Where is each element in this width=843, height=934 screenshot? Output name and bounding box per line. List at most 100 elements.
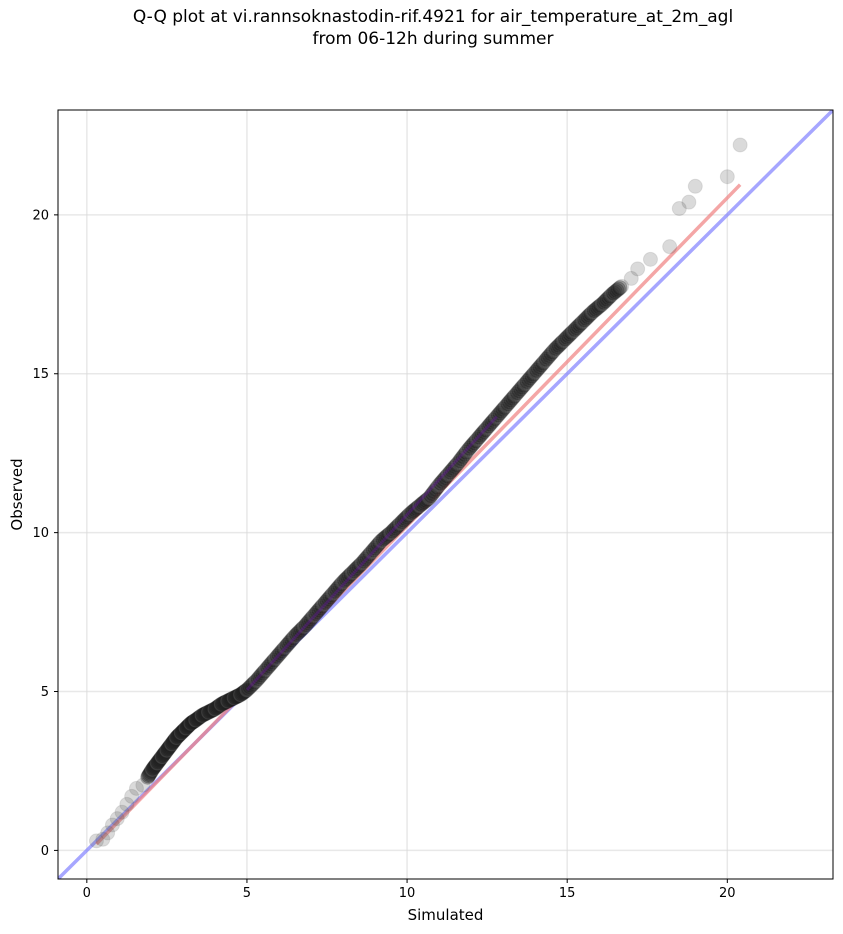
data-point: [457, 446, 473, 462]
data-point: [88, 833, 104, 849]
data-point: [321, 591, 337, 607]
x-tick-label: 0: [83, 886, 91, 901]
data-point: [157, 744, 173, 760]
data-point: [143, 764, 159, 780]
data-point: [221, 693, 237, 709]
data-point: [178, 720, 194, 736]
data-area: [58, 110, 833, 879]
data-point: [234, 686, 250, 702]
data-point: [593, 297, 609, 313]
data-point: [530, 360, 546, 376]
data-point: [357, 551, 373, 567]
data-point: [373, 533, 389, 549]
data-point: [170, 728, 186, 744]
data-point: [161, 739, 177, 755]
data-point: [556, 332, 572, 348]
data-point: [289, 626, 305, 642]
data-point: [229, 688, 245, 704]
data-point: [212, 697, 228, 713]
x-axis-label: Simulated: [408, 906, 484, 924]
data-point: [473, 427, 489, 443]
data-point: [577, 312, 593, 328]
data-point: [203, 703, 219, 719]
data-point: [185, 714, 201, 730]
data-point: [610, 281, 626, 297]
data-point: [244, 677, 260, 693]
data-point: [490, 407, 506, 423]
data-point: [580, 309, 596, 325]
data-point: [209, 699, 225, 715]
data-point: [412, 498, 428, 514]
data-point: [429, 479, 445, 495]
data-point: [356, 553, 372, 569]
data-point: [305, 609, 321, 625]
data-point: [242, 679, 258, 695]
data-point: [223, 691, 239, 707]
data-point: [407, 502, 423, 518]
data-point: [273, 645, 289, 661]
data-point: [492, 405, 508, 421]
data-point: [193, 708, 209, 724]
data-point: [588, 301, 604, 317]
data-point: [144, 761, 160, 777]
data-point: [574, 315, 590, 331]
data-point: [282, 633, 298, 649]
data-point: [185, 714, 201, 730]
data-point: [462, 440, 478, 456]
data-point: [150, 754, 166, 770]
data-point: [301, 613, 317, 629]
data-point: [181, 717, 197, 733]
data-point: [187, 713, 203, 729]
data-point: [135, 777, 151, 793]
data-point: [545, 344, 561, 360]
data-point: [160, 740, 176, 756]
data-point: [378, 529, 394, 545]
data-point: [317, 594, 333, 610]
data-point: [353, 556, 369, 572]
data-point: [510, 385, 526, 401]
data-point: [375, 531, 391, 547]
data-point: [100, 825, 116, 841]
data-point: [169, 729, 185, 745]
data-point: [570, 318, 586, 334]
data-point: [397, 510, 413, 526]
data-point: [167, 732, 183, 748]
data-point: [381, 526, 397, 542]
data-point: [316, 596, 332, 612]
data-point: [409, 500, 425, 516]
data-point: [194, 707, 210, 723]
data-point: [511, 383, 527, 399]
data-point: [162, 738, 178, 754]
data-point: [149, 755, 165, 771]
data-point: [410, 499, 426, 515]
data-point: [142, 765, 158, 781]
data-point: [498, 398, 514, 414]
data-point: [175, 723, 191, 739]
data-point: [146, 759, 162, 775]
data-point: [465, 436, 481, 452]
data-point: [508, 386, 524, 402]
data-point: [230, 688, 246, 704]
data-point: [434, 473, 450, 489]
data-point: [561, 328, 577, 344]
data-point: [152, 752, 168, 768]
data-point: [293, 622, 309, 638]
data-point: [362, 546, 378, 562]
data-point: [489, 409, 505, 425]
data-point: [540, 349, 556, 365]
data-point: [319, 592, 335, 608]
data-point: [399, 509, 415, 525]
data-point: [227, 689, 243, 705]
data-point: [594, 296, 610, 312]
data-point: [348, 561, 364, 577]
data-point: [255, 665, 271, 681]
data-point: [186, 713, 202, 729]
data-point: [623, 270, 639, 286]
data-point: [147, 758, 163, 774]
data-point: [413, 496, 429, 512]
data-point: [449, 457, 465, 473]
data-point: [505, 390, 521, 406]
data-point: [361, 547, 377, 563]
data-point: [182, 716, 198, 732]
data-point: [322, 589, 338, 605]
